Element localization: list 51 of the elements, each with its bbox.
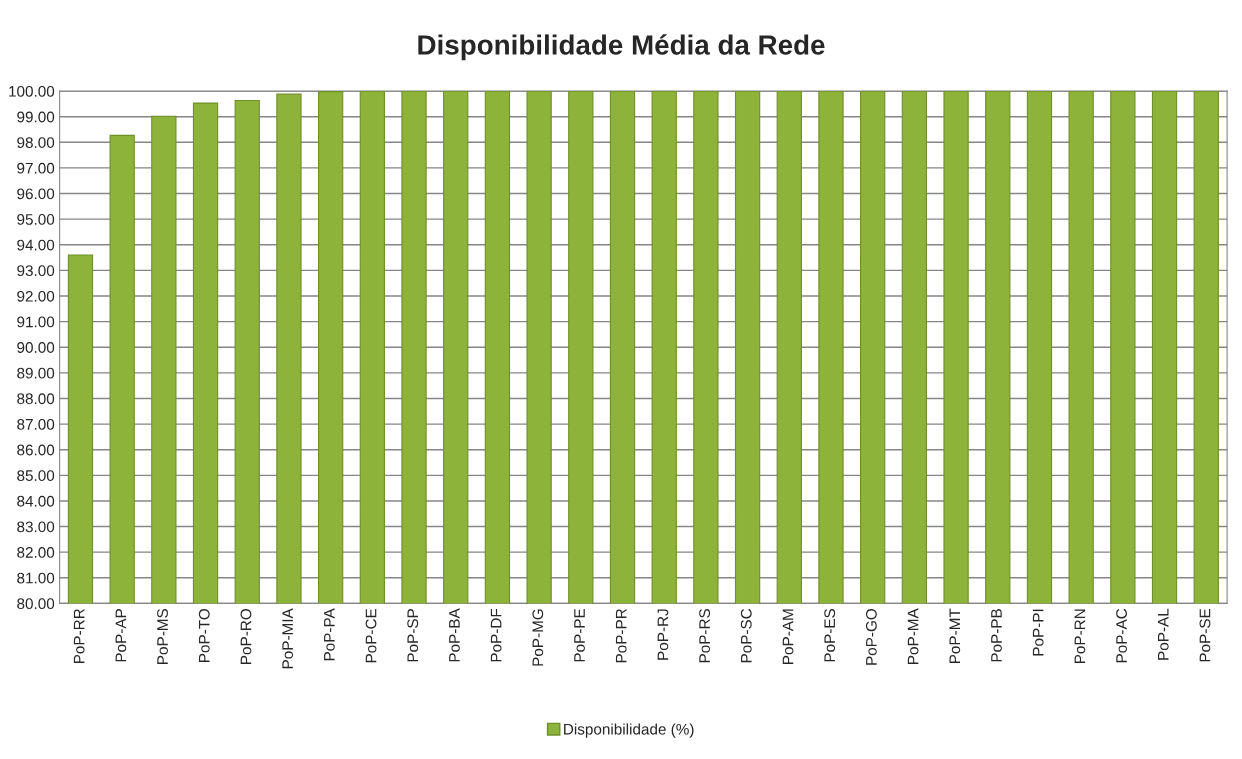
y-tick-label: 88.00: [17, 393, 55, 405]
y-tick-label: 100.00: [9, 85, 55, 97]
x-tick-label: PoP-RR: [73, 608, 85, 664]
y-tick-label: 91.00: [17, 316, 55, 328]
y-tick-label: 83.00: [17, 521, 55, 533]
x-tick-label: PoP-CE: [365, 608, 377, 663]
x-tick-label: PoP-PB: [991, 609, 1002, 662]
x-tick-label: PoP-MS: [157, 608, 168, 664]
y-tick-label: 80.00: [17, 598, 55, 610]
x-tick-label: PoP-GO: [865, 609, 877, 665]
x-tick-label: PoP-MIA: [282, 608, 294, 669]
y-tick-label: 93.00: [17, 265, 55, 277]
x-tick-label: PoP-AC: [1116, 608, 1127, 663]
x-tick-label: PoP-SP: [407, 609, 419, 662]
x-tick-label: PoP-MA: [907, 608, 919, 664]
x-tick-label: PoP-AM: [782, 609, 794, 664]
y-tick-label: 95.00: [17, 214, 55, 225]
x-tick-label: PoP-PE: [574, 608, 585, 662]
x-tick-label: PoP-AP: [115, 609, 127, 662]
y-tick-label: 81.00: [17, 572, 55, 584]
x-tick-label: PoP-PR: [615, 608, 627, 663]
y-tick-label: 84.00: [17, 495, 55, 507]
y-tick-label: 87.00: [17, 418, 55, 430]
x-tick-label: PoP-DF: [490, 608, 502, 662]
x-tick-label: PoP-RJ: [657, 609, 669, 660]
y-tick-label: 99.00: [17, 111, 55, 123]
x-tick-label: PoP-RO: [240, 609, 252, 664]
x-tick-label: PoP-PI: [1032, 609, 1044, 656]
x-tick-label: PoP-RS: [699, 608, 710, 663]
x-tick-label: PoP-SC: [740, 608, 752, 663]
x-tick-label: PoP-AL: [1157, 608, 1169, 660]
y-tick-label: 98.00: [17, 137, 55, 148]
y-tick-label: 82.00: [17, 547, 55, 558]
x-tick-label: PoP-MG: [532, 609, 544, 666]
y-tick-label: 89.00: [17, 367, 55, 379]
x-tick-label: PoP-RN: [1074, 609, 1086, 664]
y-tick-label: 97.00: [17, 162, 55, 174]
y-tick-label: 86.00: [17, 444, 55, 456]
x-tick-label: PoP-TO: [198, 609, 210, 662]
y-tick-label: 94.00: [17, 239, 55, 251]
x-tick-label: PoP-PA: [324, 608, 335, 661]
y-tick-label: 90.00: [17, 342, 55, 353]
x-tick-label: PoP-MT: [949, 608, 961, 664]
x-tick-label: PoP-ES: [824, 608, 836, 662]
y-tick-label: 92.00: [17, 290, 55, 302]
chart-title: Disponibilidade Média da Rede: [418, 34, 825, 61]
y-tick-label: 85.00: [17, 470, 55, 482]
legend-label: Disponibilidade (%): [564, 723, 694, 738]
x-tick-label: PoP-BA: [449, 608, 460, 662]
y-tick-label: 96.00: [17, 188, 55, 200]
x-tick-label: PoP-SE: [1199, 608, 1211, 662]
